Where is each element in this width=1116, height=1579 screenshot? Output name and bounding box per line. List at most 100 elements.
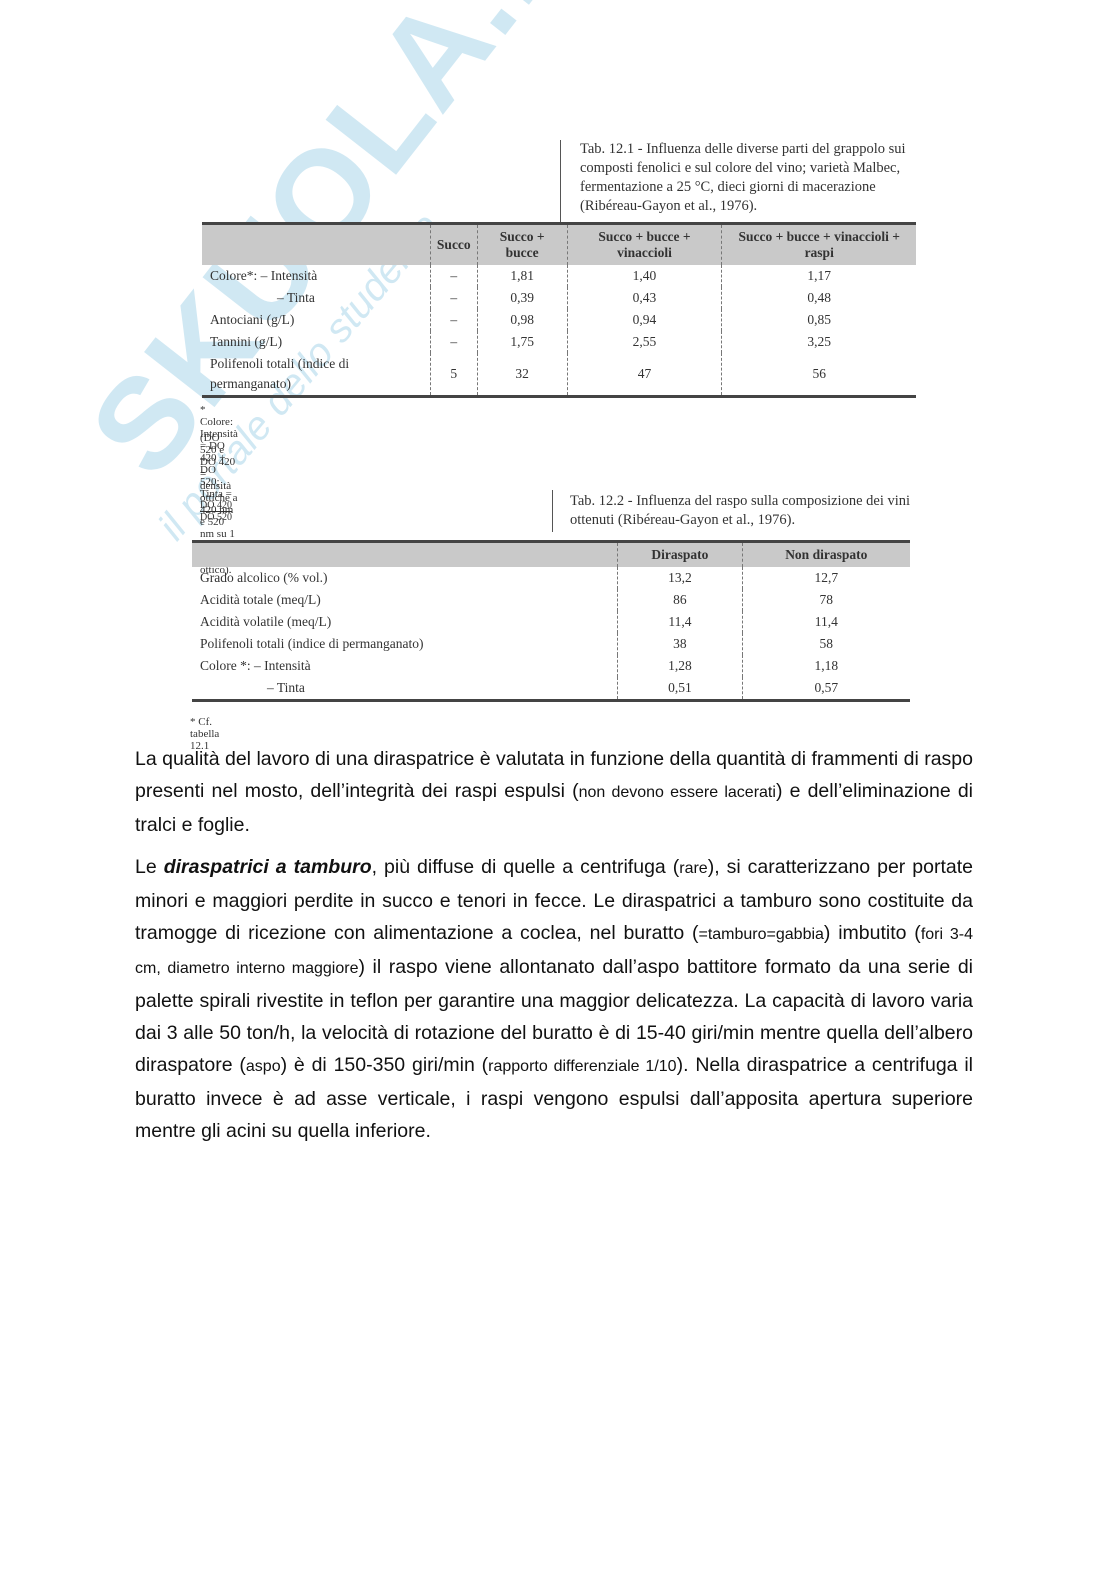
table-cell: Acidità totale (meq/L) (200, 592, 321, 607)
table-row: – Tinta 0,51 0,57 (192, 677, 910, 702)
text-segment: ) e dell’eliminazione di tralci e foglie… (135, 780, 974, 836)
table-cell: 0,39 (476, 287, 568, 309)
table-note: * Colore: Intensità = DO 420 + DO 520; T… (200, 404, 238, 523)
header-row: Succo Succo + bucce Succo + bucce + vinacc… (202, 222, 916, 265)
header-cell: Diraspato (617, 540, 743, 567)
table-row: Grado alcolico (% vol.) 13,2 12,7 (192, 567, 910, 589)
text-segment: La qualità del lavoro di una diraspatric… (135, 748, 973, 802)
table-cell: 13,2 (617, 567, 743, 589)
table-cell: 5 (429, 353, 478, 398)
table-cell: Grado alcolico (% vol.) (200, 570, 328, 585)
header-cell (202, 222, 431, 265)
text-segment: , più diffuse di quelle a centrifuga ( (371, 856, 680, 878)
table-cell: 12,7 (741, 567, 910, 589)
table-row: Acidità totale (meq/L) 86 78 (192, 589, 910, 611)
table-cell: Colore*: – Intensità (210, 268, 318, 283)
table-cell: 47 (566, 353, 722, 398)
table-head: Diraspato Non diraspato (192, 540, 910, 567)
text-segment: diraspatrici a tamburo (163, 856, 372, 878)
table-cell: 0,51 (617, 677, 743, 702)
table-cell: Antociani (g/L) (210, 312, 295, 327)
header-cell: Succo + bucce + vinaccioli + raspi (721, 222, 916, 265)
table-cell: 11,4 (741, 611, 910, 633)
table-cell: Polifenoli totali (indice di permanganat… (202, 353, 431, 398)
table-caption: Tab. 12.2 - Influenza del raspo sulla co… (570, 493, 911, 528)
table-cell: – (429, 265, 478, 287)
table-row: Antociani (g/L) –0,98 0,94 0,85 (202, 309, 916, 331)
table-cell: 38 (617, 633, 743, 655)
header-cell: Succo + bucce + vinaccioli (566, 222, 722, 265)
text-segment: Le (135, 856, 164, 878)
table-body: Colore*: – Intensità –1,81 1,40 1,17– Tinta… (202, 265, 916, 398)
table-cell: 0,57 (741, 677, 910, 702)
table-cell: – Tinta (277, 290, 315, 305)
table-cell: 86 (617, 589, 743, 611)
table-body: Grado alcolico (% vol.) 13,2 12,7 Acidità t… (192, 567, 910, 702)
table-cell: 11,4 (617, 611, 743, 633)
text-segment: ) il raspo viene allontanato dall’aspo b… (135, 956, 973, 1076)
table-cell: 56 (721, 353, 916, 398)
header-row: Diraspato Non diraspato (192, 540, 910, 567)
table-row: Tannini (g/L) –1,75 2,55 3,25 (202, 331, 916, 353)
table-cell: 0,98 (476, 309, 568, 331)
table: Diraspato Non diraspato Grado alcolico (% … (192, 540, 910, 702)
divider (560, 140, 561, 225)
header-cell: Non diraspato (741, 540, 910, 567)
table-cell: 1,75 (476, 331, 568, 353)
text-segment: non devono essere lacerati (578, 784, 776, 801)
table-cell: 32 (476, 353, 568, 398)
text-segment: aspo (245, 1058, 281, 1075)
header-cell: Succo + bucce (476, 222, 568, 265)
text-segment: ), si caratterizzano per portate minori … (135, 856, 973, 944)
table-cell: 0,48 (721, 287, 916, 309)
table-cell: 1,81 (476, 265, 568, 287)
table-cell: 78 (741, 589, 910, 611)
table-row: Colore*: – Intensità –1,81 1,40 1,17 (202, 265, 916, 287)
table-cell: – (429, 309, 478, 331)
table-cell: 1,28 (617, 655, 743, 677)
table-cell: – (429, 331, 478, 353)
table-cell: Colore *: – Intensità (200, 658, 311, 673)
table-row: – Tinta –0,39 0,43 0,48 (202, 287, 916, 309)
table-cell: 3,25 (721, 331, 916, 353)
table-cell: 2,55 (566, 331, 722, 353)
table-cell: 0,94 (566, 309, 722, 331)
table-cell: 0,43 (566, 287, 722, 309)
text-segment: ) è di 150-350 giri/min ( (280, 1054, 489, 1076)
header-cell: Succo (429, 222, 478, 265)
table-cell: 58 (741, 633, 910, 655)
table-row: Polifenoli totali (indice di permanganat… (202, 353, 916, 398)
table: Succo Succo + bucce Succo + bucce + vinacc… (202, 222, 916, 398)
table-cell: 1,18 (741, 655, 910, 677)
table-cell: – Tinta (192, 677, 618, 702)
table-cell: Polifenoli totali (indice di permanganat… (200, 636, 424, 651)
table-row: Polifenoli totali (indice di permanganat… (192, 633, 910, 655)
table-row: Colore *: – Intensità 1,28 1,18 (192, 655, 910, 677)
table-caption: Tab. 12.1 - Influenza delle diverse part… (580, 141, 906, 214)
paragraph: Le diraspatrici a tamburo, più diffuse d… (135, 851, 973, 1147)
table-note: * Cf. tabella 12.1 (190, 716, 220, 752)
text-segment: fori 3-4 cm, diametro interno maggiore (135, 926, 973, 977)
table-row: Acidità volatile (meq/L) 11,4 11,4 (192, 611, 910, 633)
table-cell: 1,17 (721, 265, 916, 287)
table-cell: 0,85 (721, 309, 916, 331)
text-segment: =tamburo=gabbia (698, 926, 824, 943)
note-text: * Colore: Intensità = DO 420 + DO 520; T… (200, 404, 238, 500)
denominator: DO 520 (200, 512, 232, 523)
table-cell: – (429, 287, 478, 309)
table-cell: 1,40 (566, 265, 722, 287)
fraction: DO 420 DO 520 (200, 500, 232, 523)
text-segment: ). Nella diraspatrice a centrifuga il bu… (135, 1054, 973, 1142)
text-segment: ) imbutito ( (823, 922, 921, 944)
table-head: Succo Succo + bucce Succo + bucce + vinacc… (202, 222, 916, 265)
body-text: La qualità del lavoro di una diraspatric… (135, 743, 973, 1157)
table-cell: Tannini (g/L) (210, 334, 283, 349)
numerator: DO 420 (200, 500, 232, 512)
header-cell (192, 540, 618, 567)
divider (552, 490, 553, 532)
text-segment: rapporto differenziale 1/10 (488, 1058, 677, 1075)
text-segment: rare (679, 860, 708, 877)
paragraph: La qualità del lavoro di una diraspatric… (135, 743, 973, 841)
